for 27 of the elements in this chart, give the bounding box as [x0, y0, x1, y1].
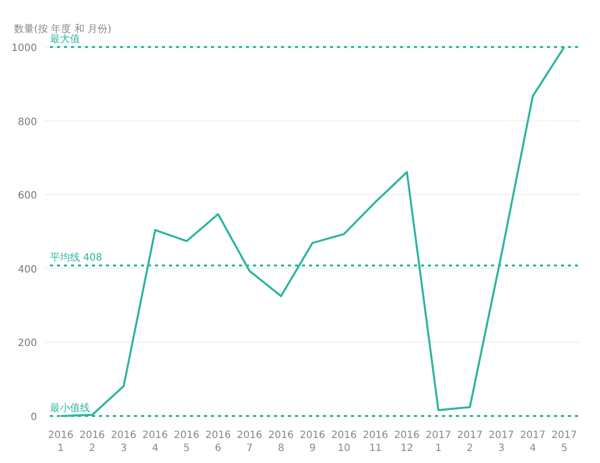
x-tick-label: 2016 4 — [142, 430, 168, 454]
x-tick-label: 2016 7 — [236, 430, 262, 454]
x-tick-label: 2016 1 — [48, 430, 74, 454]
y-tick-label: 200 — [18, 338, 37, 350]
y-tick-label: 0 — [30, 412, 37, 423]
ref-line-label: 平均线 408 — [50, 251, 102, 264]
y-tick-label: 1000 — [12, 43, 37, 54]
ref-line-label: 最大值 — [50, 33, 80, 45]
x-tick-label: 2016 5 — [174, 430, 200, 454]
x-tick-label: 2016 11 — [362, 430, 388, 454]
ref-line-label: 最小值线 — [50, 402, 90, 414]
y-tick-label: 600 — [18, 190, 37, 202]
x-tick-label: 2016 12 — [394, 430, 420, 454]
y-axis-title: 数量(按 年度 和 月份) — [14, 23, 112, 35]
x-tick-label: 2017 1 — [426, 430, 452, 454]
x-tick-label: 2017 4 — [520, 430, 546, 454]
x-tick-label: 2016 3 — [110, 430, 136, 454]
x-tick-label: 2017 3 — [488, 430, 514, 454]
x-tick-label: 2016 6 — [205, 430, 231, 454]
x-tick-label: 2016 9 — [300, 430, 326, 454]
x-tick-label: 2017 5 — [552, 430, 577, 454]
x-tick-label: 2016 8 — [268, 430, 294, 454]
x-tick-label: 2016 2 — [79, 430, 105, 454]
x-tick-label: 2016 10 — [331, 430, 357, 454]
x-tick-label: 2017 2 — [457, 430, 483, 454]
y-tick-label: 800 — [18, 116, 37, 128]
y-tick-label: 400 — [18, 264, 37, 276]
